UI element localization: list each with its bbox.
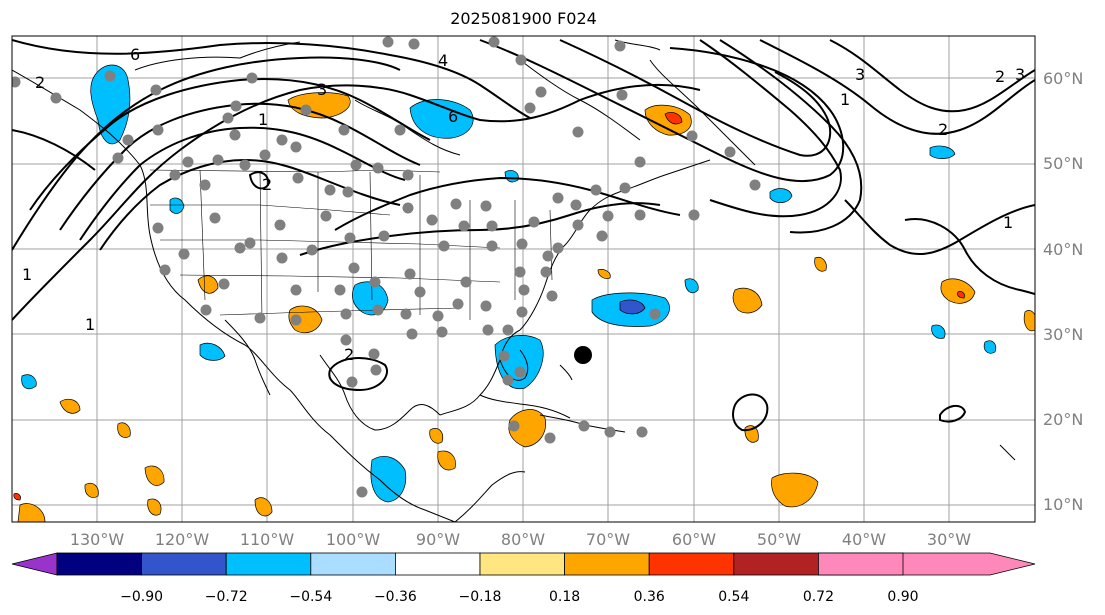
colorbar-tick-label: −0.36 [374, 589, 417, 605]
lat-label: 20°N [1043, 410, 1083, 429]
lat-label: 40°N [1043, 240, 1083, 259]
colorbar-segment [733, 552, 819, 576]
contour-label: 2 [35, 73, 45, 92]
colorbar-extend-min [11, 552, 58, 576]
contour-label: 3 [317, 80, 327, 99]
colorbar-tick-label: −0.54 [289, 589, 332, 605]
lat-label: 50°N [1043, 154, 1083, 173]
colorbar-tick-label: −0.18 [459, 589, 502, 605]
colorbar-segment [818, 552, 904, 576]
graticule [12, 36, 1035, 522]
colorbar-segment [225, 552, 312, 576]
colorbar-tick-label: −0.72 [205, 589, 248, 605]
lon-label: 60°W [672, 530, 716, 549]
lon-label: 130°W [70, 530, 125, 549]
contour-label: 6 [448, 107, 458, 126]
lat-axis: 60°N 50°N 40°N 30°N 20°N 10°N [1043, 69, 1083, 514]
lon-label: 120°W [155, 530, 210, 549]
contour-label: 1 [22, 265, 32, 284]
contour-label: 4 [438, 51, 448, 70]
colorbar-tick-label: 0.18 [549, 589, 580, 605]
contour-label: 2 [995, 67, 1005, 86]
contour-label: 1 [1003, 213, 1013, 232]
contour-label: 1 [258, 110, 268, 129]
contour-lines [12, 39, 1035, 432]
lon-label: 70°W [586, 530, 630, 549]
lon-label: 80°W [501, 530, 545, 549]
lat-label: 60°N [1043, 69, 1083, 88]
coastlines [12, 39, 1016, 522]
lat-label: 10°N [1043, 495, 1083, 514]
storm-center-marker [574, 346, 592, 364]
lon-label: 50°W [757, 530, 801, 549]
colorbar-segment [564, 552, 650, 576]
contour-label: 1 [85, 315, 95, 334]
colorbar-segment [394, 552, 481, 576]
map-title: 2025081900 F024 [450, 9, 597, 28]
colorbar-segment [310, 552, 396, 576]
lon-label: 100°W [326, 530, 381, 549]
colorbar-tick-label: −0.90 [120, 589, 163, 605]
station-markers [12, 36, 761, 498]
lon-label: 90°W [416, 530, 460, 549]
colorbar-tick-label: 0.54 [718, 589, 749, 605]
colorbar-segment [479, 552, 565, 576]
contour-label: 1 [840, 90, 850, 109]
lat-label: 30°N [1043, 325, 1083, 344]
lon-label: 110°W [240, 530, 295, 549]
contour-label: 3 [855, 65, 865, 84]
contour-label: 3 [1015, 65, 1025, 84]
contour-label: 6 [130, 45, 140, 64]
colorbar-segment [141, 552, 227, 576]
colorbar [11, 552, 1036, 576]
lon-label: 40°W [842, 530, 886, 549]
colorbar-segment [648, 552, 735, 576]
contour-labels: 2 6 4 1 2 3 6 3 2 1 1 2 1 1 3 2 [22, 45, 1025, 364]
contour-label: 2 [938, 120, 948, 139]
lon-label: 30°W [927, 530, 971, 549]
colorbar-segment [56, 552, 142, 576]
colorbar-ticks: −0.90 −0.72 −0.54 −0.36 −0.18 0.18 0.36 … [120, 589, 918, 605]
contour-label: 2 [262, 175, 272, 194]
map-frame [11, 35, 1036, 523]
colorbar-tick-label: 0.90 [887, 589, 918, 605]
lon-axis: 130°W 120°W 110°W 100°W 90°W 80°W 70°W 6… [70, 530, 971, 549]
colorbar-tick-label: 0.72 [803, 589, 834, 605]
colorbar-tick-label: 0.36 [634, 589, 665, 605]
contour-label: 2 [344, 345, 354, 364]
